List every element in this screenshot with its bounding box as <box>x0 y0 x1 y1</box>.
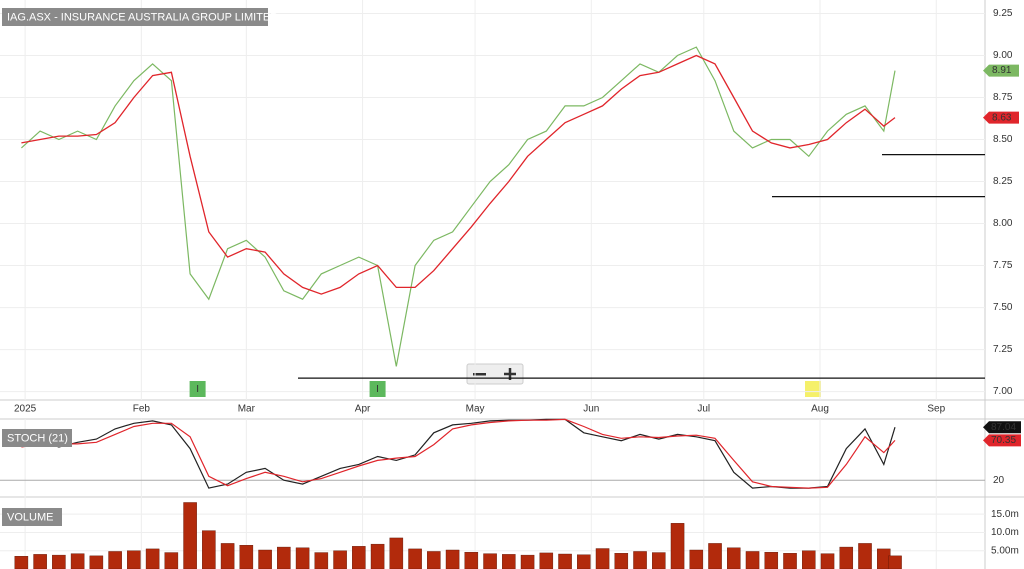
volume-bar <box>52 554 66 569</box>
volume-bar <box>445 549 460 569</box>
volume-bar <box>764 551 779 569</box>
volume-bar <box>745 551 760 569</box>
volume-bar <box>708 543 722 569</box>
volume-bar <box>127 550 141 569</box>
volume-bar <box>370 543 385 569</box>
volume-bar <box>220 543 235 569</box>
last-value-tag <box>983 421 1021 434</box>
volume-bar <box>820 553 835 569</box>
y-tick-label: 8.75 <box>993 92 1013 103</box>
stoch-line <box>21 418 896 489</box>
volume-bar <box>408 548 422 569</box>
volume-bar <box>14 556 29 569</box>
volume-bar <box>577 554 591 569</box>
last-value-label: 87.04 <box>991 422 1016 433</box>
volume-bar <box>670 523 685 569</box>
volume-bar <box>502 554 516 569</box>
volume-bar <box>70 553 85 569</box>
y-tick-label: 8.00 <box>993 218 1013 229</box>
zoom-out[interactable] <box>473 373 486 376</box>
volume-bar <box>314 552 329 569</box>
event-marker <box>369 381 386 397</box>
volume-bar <box>277 546 291 569</box>
event-marker <box>189 381 206 397</box>
x-tick-label: Feb <box>133 404 151 415</box>
y-tick-label: 15.0m <box>991 509 1019 520</box>
volume-bar <box>858 543 872 569</box>
panel-title: VOLUME <box>7 511 53 523</box>
y-tick-label: 7.00 <box>993 386 1013 397</box>
volume-bar <box>633 551 647 569</box>
volume-bar <box>108 551 122 569</box>
volume-bar <box>839 546 854 569</box>
y-tick-label: 5.00m <box>991 545 1019 556</box>
y-tick-label: 20 <box>993 475 1005 486</box>
volume-bar <box>333 550 347 569</box>
volume-bar <box>258 549 272 569</box>
volume-bar <box>558 553 572 569</box>
x-tick-label: Jun <box>583 404 599 415</box>
last-value-label: 8.63 <box>992 112 1012 123</box>
volume-bar <box>164 552 179 569</box>
stoch-line <box>21 418 896 489</box>
volume-bar <box>614 553 629 569</box>
panel-title-box <box>2 508 62 526</box>
last-value-label: 8.91 <box>992 65 1012 76</box>
volume-bar <box>595 548 610 569</box>
price-line <box>20 46 896 367</box>
panel-title-box <box>2 8 268 26</box>
panel-title-box <box>2 429 72 447</box>
volume-bar <box>427 551 441 569</box>
x-tick-label: May <box>466 404 485 415</box>
x-tick-label: Aug <box>811 404 829 415</box>
y-tick-label: 9.25 <box>993 8 1013 19</box>
last-value-tag <box>983 111 1019 124</box>
volume-bar <box>464 551 479 569</box>
x-tick-label: Jul <box>697 404 710 415</box>
y-tick-label: 7.25 <box>993 344 1013 355</box>
event-label: I <box>376 384 379 395</box>
y-tick-label: 9.00 <box>993 50 1013 61</box>
y-tick-label: 8.50 <box>993 134 1013 145</box>
volume-bar <box>183 502 197 569</box>
draw-tool[interactable] <box>805 381 821 397</box>
x-tick-label: Mar <box>238 404 256 415</box>
y-tick-label: 7.75 <box>993 260 1013 271</box>
volume-bar <box>802 550 816 569</box>
volume-bar <box>33 554 47 569</box>
volume-bar <box>389 537 404 569</box>
volume-bar <box>520 554 535 569</box>
volume-bar <box>202 530 216 569</box>
y-tick-label: 8.25 <box>993 176 1013 187</box>
x-tick-label: Apr <box>355 404 371 415</box>
last-value-tag <box>983 434 1021 447</box>
event-label: I <box>196 384 199 395</box>
volume-bar <box>888 555 902 569</box>
moving-average <box>21 54 896 295</box>
volume-bar <box>652 552 666 569</box>
zoom-controls <box>466 363 524 385</box>
volume-bar <box>145 548 160 569</box>
panel-title: STOCH (21) <box>7 432 68 444</box>
volume-bar <box>483 553 497 569</box>
last-value-label: 70.35 <box>991 435 1016 446</box>
last-value-tag <box>983 64 1019 77</box>
volume-bar <box>539 552 554 569</box>
volume-bar <box>783 553 797 569</box>
panel-title: IAG.ASX - INSURANCE AUSTRALIA GROUP LIMI… <box>7 11 278 23</box>
volume-bar <box>727 547 741 569</box>
volume-bar <box>239 545 254 569</box>
x-tick-label: 2025 <box>14 404 37 415</box>
y-tick-label: 7.50 <box>993 302 1013 313</box>
volume-bar <box>89 555 104 569</box>
y-tick-label: 10.0m <box>991 527 1019 538</box>
volume-bar <box>352 546 366 569</box>
volume-bar <box>295 547 310 569</box>
volume-bar <box>689 549 704 569</box>
x-tick-label: Sep <box>927 404 945 415</box>
